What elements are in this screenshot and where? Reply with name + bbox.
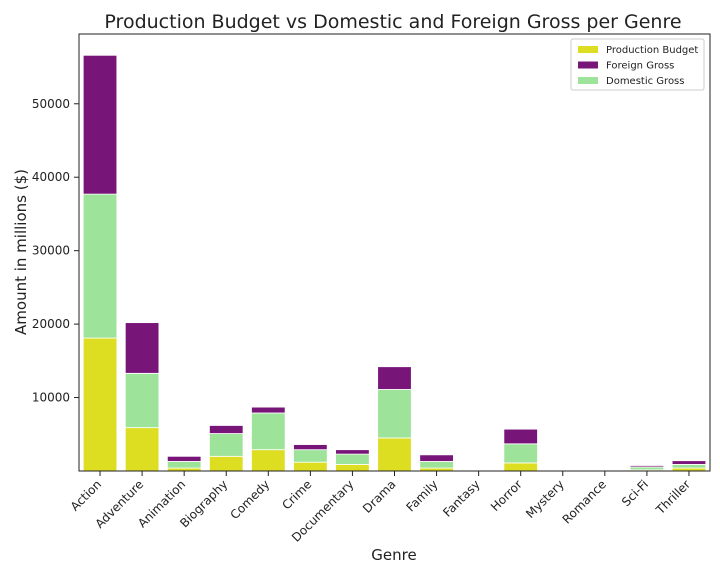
bar-domestic-gross-animation (166, 461, 202, 469)
bar-foreign-gross-animation (166, 455, 202, 462)
y-axis-label: Amount in millions ($) (12, 169, 30, 335)
bar-foreign-gross-drama (377, 366, 412, 390)
bar-production-budget-horror (503, 462, 538, 472)
bar-domestic-gross-documentary (335, 453, 370, 465)
x-tick-label-action: Action (68, 477, 104, 513)
bar-foreign-gross-sci-fi (629, 465, 665, 468)
x-axis-label: Genre (371, 546, 416, 564)
y-tick-label: 10000 (32, 391, 70, 405)
bar-production-budget-crime (293, 461, 328, 472)
x-tick-label-fantasy: Fantasy (440, 477, 483, 520)
bar-production-budget-drama (377, 437, 412, 472)
bar-domestic-gross-sci-fi (629, 466, 665, 471)
legend-box (570, 38, 705, 91)
x-tick-label-sci-fi: Sci-Fi (619, 477, 651, 509)
bar-foreign-gross-documentary (335, 449, 370, 455)
x-tick-label-crime: Crime (279, 477, 314, 512)
y-tick-label: 40000 (32, 170, 70, 184)
bar-foreign-gross-action (82, 54, 118, 195)
bar-domestic-gross-crime (293, 449, 328, 463)
bar-production-budget-documentary (335, 463, 370, 472)
bar-production-budget-comedy (251, 449, 286, 472)
y-tick-label: 50000 (32, 97, 70, 111)
legend-label-production-budget: Production Budget (606, 45, 698, 56)
bar-foreign-gross-adventure (124, 322, 160, 374)
x-tick-label-family: Family (403, 477, 440, 514)
bar-domestic-gross-horror (503, 443, 538, 464)
legend-label-foreign-gross: Foreign Gross (606, 61, 674, 72)
bar-production-budget-action (82, 337, 118, 472)
bar-foreign-gross-comedy (251, 406, 286, 414)
legend-label-domestic-gross: Domestic Gross (606, 76, 684, 87)
x-tick-label-mystery: Mystery (523, 477, 567, 521)
x-tick-label-romance: Romance (560, 477, 609, 526)
bar-domestic-gross-thriller (671, 463, 707, 469)
x-tick-label-comedy: Comedy (228, 477, 273, 522)
legend-swatch-domestic-gross (578, 77, 598, 84)
y-tick-label: 30000 (32, 244, 70, 258)
x-tick-label-horror: Horror (488, 477, 525, 514)
bar-domestic-gross-drama (377, 389, 412, 439)
bar-domestic-gross-biography (209, 433, 244, 457)
bar-domestic-gross-adventure (124, 372, 160, 429)
x-tick-label-thriller: Thriller (653, 477, 693, 517)
legend-swatch-foreign-gross (578, 61, 598, 69)
y-axis: 10000 20000 30000 40000 50000 (32, 97, 79, 405)
bar-foreign-gross-biography (209, 425, 244, 434)
y-tick-label: 20000 (32, 317, 70, 331)
bar-foreign-gross-crime (293, 444, 328, 451)
chart-title: Production Budget vs Domestic and Foreig… (104, 11, 681, 33)
bar-foreign-gross-thriller (671, 460, 707, 465)
bar-domestic-gross-comedy (251, 412, 286, 451)
legend-swatch-production-budget (578, 46, 598, 53)
x-tick-label-drama: Drama (360, 477, 399, 516)
bar-foreign-gross-family (419, 454, 454, 462)
bar-domestic-gross-action (82, 193, 118, 339)
bar-foreign-gross-horror (503, 428, 538, 445)
bar-production-budget-biography (209, 455, 244, 472)
bars-layer (82, 54, 707, 472)
bar-domestic-gross-family (419, 461, 454, 469)
legend: Production Budget Foreign Gross Domestic G… (570, 38, 705, 91)
bar-production-budget-adventure (124, 427, 160, 472)
